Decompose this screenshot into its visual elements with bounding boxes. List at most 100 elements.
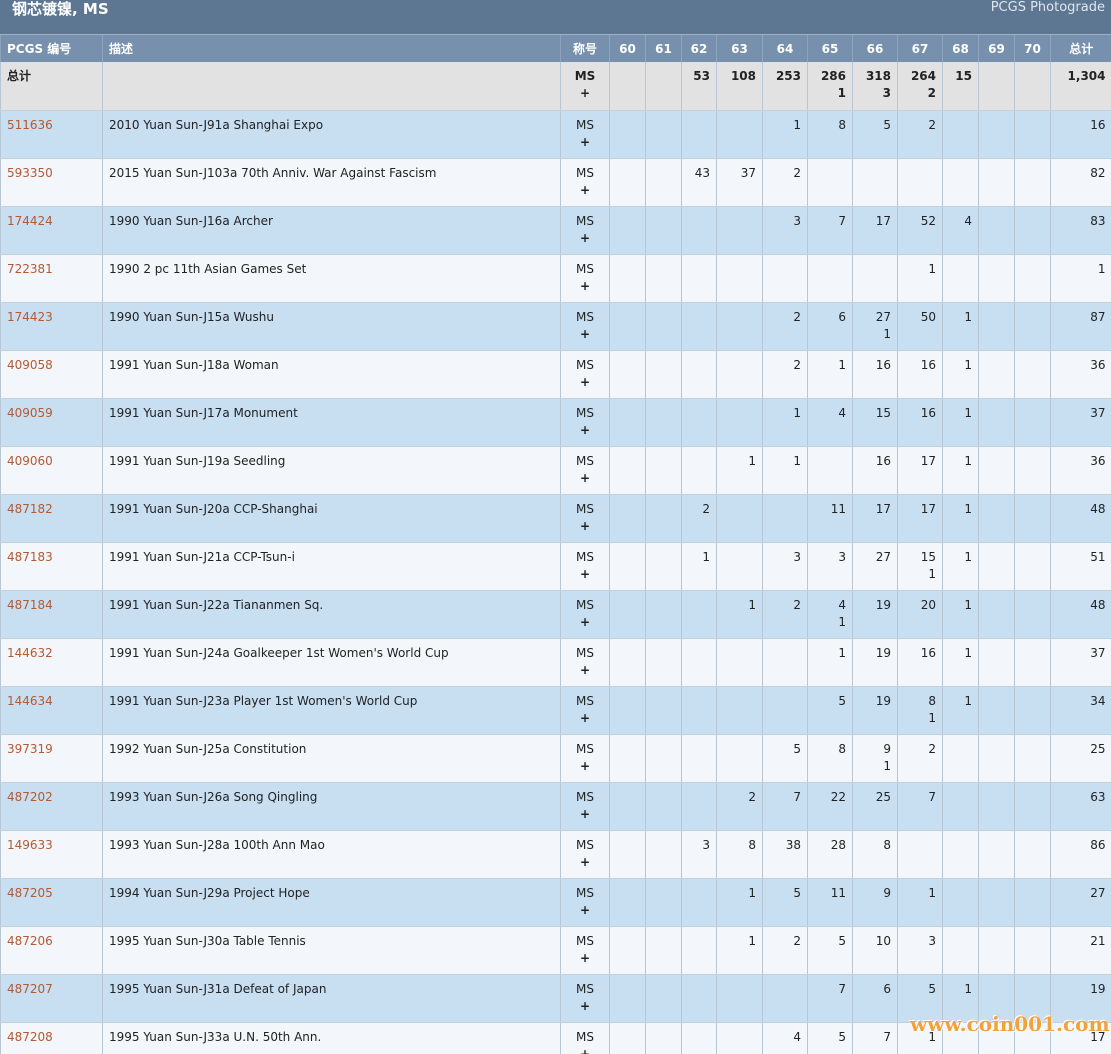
plus-link[interactable]: + bbox=[579, 566, 591, 581]
grade-count: 108 bbox=[730, 69, 756, 83]
description: 1995 Yuan Sun-J31a Defeat of Japan bbox=[102, 974, 561, 1023]
column-header: 61 bbox=[645, 34, 682, 62]
pcgs-id-link[interactable]: 511636 bbox=[7, 117, 53, 132]
grade-count: 8 bbox=[838, 741, 846, 756]
description-cell bbox=[102, 62, 561, 111]
plus-link[interactable]: + bbox=[579, 950, 591, 965]
grade-cell bbox=[1014, 926, 1051, 975]
grade-count: 5 bbox=[838, 693, 846, 708]
total-label: 总计 bbox=[0, 62, 103, 111]
plus-link[interactable]: + bbox=[579, 374, 591, 389]
grade-count: 27 bbox=[875, 549, 891, 564]
grade-count: 50 bbox=[920, 309, 936, 324]
grade-cell bbox=[1014, 110, 1051, 159]
column-header: 描述 bbox=[102, 34, 561, 62]
pcgs-id-link[interactable]: 487206 bbox=[7, 933, 53, 948]
grade-cell bbox=[716, 1022, 763, 1054]
plus-link[interactable]: + bbox=[579, 470, 591, 485]
pcgs-id-link[interactable]: 487205 bbox=[7, 885, 53, 900]
plus-link[interactable]: + bbox=[579, 854, 591, 869]
grade-count: 2 bbox=[748, 789, 756, 804]
plus-link[interactable]: + bbox=[579, 998, 591, 1013]
grade-count: 1 bbox=[928, 1029, 936, 1044]
designation-cell: MS + bbox=[560, 590, 610, 639]
plus-link[interactable]: + bbox=[579, 518, 591, 533]
designation: MS bbox=[576, 501, 594, 516]
grade-cell bbox=[716, 206, 763, 255]
pcgs-id-link[interactable]: 409060 bbox=[7, 453, 53, 468]
data-row: 487202 1993 Yuan Sun-J26a Song Qingling MS… bbox=[0, 782, 1111, 831]
plus-link[interactable]: + bbox=[579, 134, 591, 149]
plus-link[interactable]: + bbox=[579, 806, 591, 821]
plus-link[interactable]: + bbox=[579, 278, 591, 293]
plus-link[interactable]: + bbox=[579, 1046, 591, 1054]
grade-cell bbox=[1014, 974, 1051, 1023]
grade-cell bbox=[978, 542, 1015, 591]
pcgs-id-link[interactable]: 174424 bbox=[7, 213, 53, 228]
grade-cell bbox=[1014, 350, 1051, 399]
pcgs-id-link[interactable]: 593350 bbox=[7, 165, 53, 180]
photograde-link[interactable]: PCGS Photograde bbox=[990, 0, 1105, 15]
grade-cell: 1 bbox=[897, 1022, 943, 1054]
pcgs-id-link[interactable]: 397319 bbox=[7, 741, 53, 756]
grade-cell bbox=[645, 1022, 682, 1054]
grade-count: 253 bbox=[775, 69, 801, 83]
grade-cell: 1 bbox=[716, 926, 763, 975]
grade-cell bbox=[942, 1022, 979, 1054]
designation-cell: MS + bbox=[560, 926, 610, 975]
pcgs-id-link[interactable]: 144634 bbox=[7, 693, 53, 708]
grade-count: 15 bbox=[955, 69, 972, 83]
pcgs-id-link[interactable]: 487207 bbox=[7, 981, 53, 996]
grade-cell bbox=[897, 158, 943, 207]
grade-cell bbox=[762, 638, 808, 687]
grade-cell bbox=[1014, 878, 1051, 927]
plus-link[interactable]: + bbox=[579, 758, 591, 773]
designation: MS bbox=[576, 261, 594, 276]
grade-cell bbox=[645, 830, 682, 879]
plus-link[interactable]: + bbox=[579, 710, 591, 725]
plus-link[interactable]: + bbox=[579, 902, 591, 917]
grade-cell bbox=[978, 110, 1015, 159]
grade-cell bbox=[942, 734, 979, 783]
pcgs-id-link[interactable]: 487184 bbox=[7, 597, 53, 612]
plus-link[interactable]: + bbox=[579, 230, 591, 245]
grade-cell bbox=[609, 206, 646, 255]
plus-link[interactable]: + bbox=[579, 182, 591, 197]
pcgs-id-link[interactable]: 487183 bbox=[7, 549, 53, 564]
grade-count: 3 bbox=[838, 549, 846, 564]
pcgs-id-link[interactable]: 409059 bbox=[7, 405, 53, 420]
pcgs-id-link[interactable]: 487182 bbox=[7, 501, 53, 516]
grade-count: 7 bbox=[928, 789, 936, 804]
grade-cell: 10 bbox=[852, 926, 898, 975]
grade-cell bbox=[645, 974, 682, 1023]
grade-cell bbox=[645, 398, 682, 447]
plus-link[interactable]: + bbox=[579, 614, 591, 629]
designation-cell: MS + bbox=[560, 302, 610, 351]
id-cell: 144632 bbox=[0, 638, 103, 687]
plus-link[interactable]: + bbox=[579, 86, 591, 100]
plus-link[interactable]: + bbox=[579, 662, 591, 677]
grade-cell: 1 bbox=[762, 446, 808, 495]
grade-count: 6 bbox=[883, 981, 891, 996]
grade-cell bbox=[609, 638, 646, 687]
grade-cell: 16 bbox=[852, 446, 898, 495]
grade-cell bbox=[978, 350, 1015, 399]
grade-cell bbox=[645, 254, 682, 303]
plus-link[interactable]: + bbox=[579, 326, 591, 341]
pcgs-id-link[interactable]: 487202 bbox=[7, 789, 53, 804]
column-header: 70 bbox=[1014, 34, 1051, 62]
pcgs-id-link[interactable]: 144632 bbox=[7, 645, 53, 660]
description: 1993 Yuan Sun-J26a Song Qingling bbox=[102, 782, 561, 831]
pcgs-id-link[interactable]: 149633 bbox=[7, 837, 53, 852]
grade-cell bbox=[716, 254, 763, 303]
designation: MS bbox=[576, 309, 594, 324]
plus-link[interactable]: + bbox=[579, 422, 591, 437]
grade-cell: 2 bbox=[762, 158, 808, 207]
pcgs-id-link[interactable]: 722381 bbox=[7, 261, 53, 276]
pcgs-id-link[interactable]: 409058 bbox=[7, 357, 53, 372]
description: 1990 2 pc 11th Asian Games Set bbox=[102, 254, 561, 303]
pcgs-id-link[interactable]: 487208 bbox=[7, 1029, 53, 1044]
grade-cell bbox=[1014, 1022, 1051, 1054]
pcgs-id-link[interactable]: 174423 bbox=[7, 309, 53, 324]
